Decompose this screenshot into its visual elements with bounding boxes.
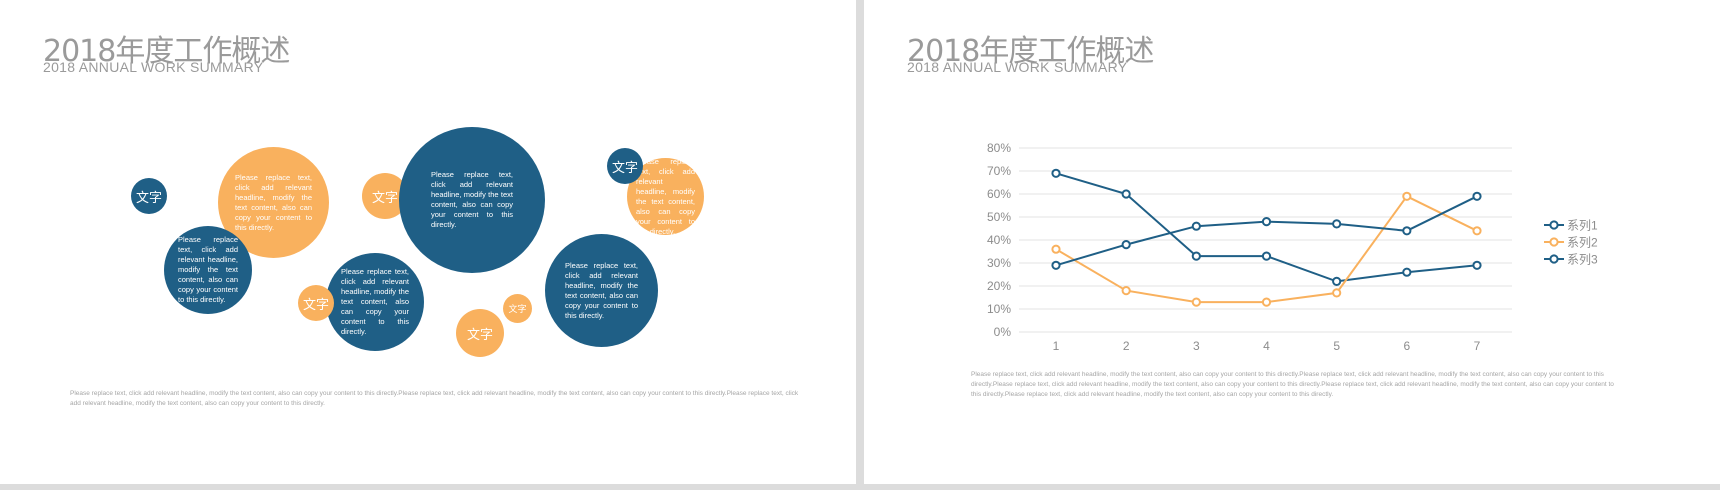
y-tick-label: 80% [987, 141, 1011, 155]
bubble-text: Please replace text, click add relevant … [178, 235, 238, 304]
data-point [1261, 297, 1272, 307]
y-tick-label: 0% [994, 325, 1012, 339]
data-point [1261, 217, 1272, 227]
y-tick-label: 30% [987, 256, 1011, 270]
page-subtitle: 2018 ANNUAL WORK SUMMARY [907, 59, 1128, 75]
label-bubble: 文字 [456, 309, 504, 357]
data-point [1191, 221, 1201, 231]
data-point [1402, 226, 1412, 236]
x-tick-label: 7 [1474, 339, 1481, 353]
x-tick-label: 4 [1263, 339, 1270, 353]
data-point [1191, 251, 1201, 261]
slide-right: 2018年度工作概述 2018 ANNUAL WORK SUMMARY 0% 10… [864, 0, 1720, 484]
data-point [1191, 297, 1201, 307]
y-tick-label: 50% [987, 210, 1011, 224]
bubble-label: 文字 [466, 327, 493, 343]
data-point [1332, 219, 1342, 229]
label-bubble: 文字 [607, 148, 643, 184]
line-chart: 0% 10% 20% 30% 40% 50% 60% 70% 80% 1 2 3 4 5 6 7 系列1 系列2 系… [987, 141, 1598, 353]
bubble-text: Please replace text, click add relevant … [235, 172, 312, 232]
data-point [1121, 189, 1131, 199]
footer-text: Please replace text, click add relevant … [70, 390, 799, 407]
x-tick-label: 3 [1193, 339, 1200, 353]
page-subtitle: 2018 ANNUAL WORK SUMMARY [43, 59, 264, 75]
label-bubble: 文字 [298, 285, 334, 321]
text-bubble: Please replace text, click add relevant … [545, 234, 658, 347]
page-title: 2018年度工作概述 [907, 34, 1154, 69]
data-point [1472, 260, 1482, 270]
legend-marker [1549, 254, 1559, 264]
data-point [1332, 276, 1342, 286]
bubble-text: Please replace text, click add relevant … [636, 156, 695, 236]
data-point [1121, 240, 1131, 250]
data-point [1332, 288, 1342, 298]
legend-label: 系列1 [1567, 219, 1598, 233]
footer-text: Please replace text, click add relevant … [971, 371, 1614, 398]
bubble-label: 文字 [135, 190, 162, 206]
data-point [1051, 168, 1061, 178]
y-tick-label: 40% [987, 233, 1011, 247]
slide-left: 2018年度工作概述 2018 ANNUAL WORK SUMMARY 文字 P… [0, 0, 856, 484]
text-bubble: Please replace text, click add relevant … [164, 226, 252, 314]
legend-marker [1549, 237, 1559, 247]
text-bubble: Please replace text, click add relevant … [326, 253, 424, 351]
bubble-label: 文字 [508, 305, 527, 315]
text-bubble: Please replace text, click add relevant … [399, 127, 545, 273]
x-tick-label: 1 [1053, 339, 1060, 353]
data-point [1402, 191, 1412, 201]
x-tick-label: 2 [1123, 339, 1130, 353]
bubble-label: 文字 [371, 190, 398, 206]
bubble-text: Please replace text, click add relevant … [431, 170, 513, 229]
legend-marker [1549, 220, 1559, 230]
data-point [1402, 267, 1412, 277]
y-tick-label: 70% [987, 164, 1011, 178]
label-bubble: 文字 [503, 294, 532, 323]
legend-label: 系列3 [1567, 253, 1598, 267]
y-tick-label: 20% [987, 279, 1011, 293]
x-tick-label: 5 [1333, 339, 1340, 353]
x-tick-label: 6 [1403, 339, 1410, 353]
bubble-text: Please replace text, click add relevant … [565, 260, 638, 320]
data-point [1051, 244, 1061, 254]
y-tick-label: 60% [987, 187, 1011, 201]
data-point [1472, 226, 1482, 236]
data-point [1472, 191, 1482, 201]
bubble-label: 文字 [302, 297, 329, 313]
data-point [1051, 260, 1061, 270]
bubble-text: Please replace text, click add relevant … [341, 267, 409, 336]
label-bubble: 文字 [131, 178, 167, 214]
legend-label: 系列2 [1567, 236, 1598, 250]
data-point [1261, 251, 1272, 261]
data-point [1121, 286, 1131, 296]
bubble-label: 文字 [611, 160, 638, 176]
y-tick-label: 10% [987, 302, 1011, 316]
page-title: 2018年度工作概述 [43, 34, 290, 69]
